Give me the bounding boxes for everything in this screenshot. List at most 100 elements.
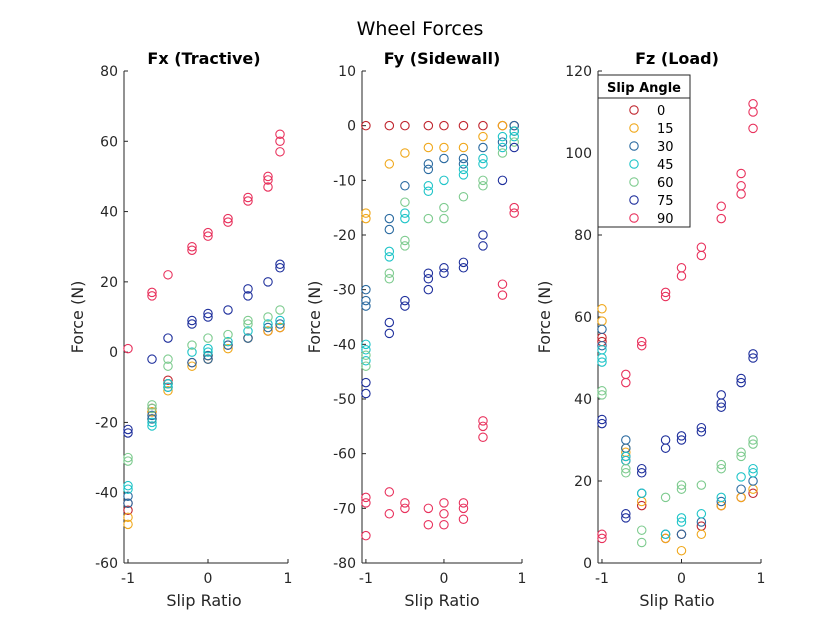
fx-point-15	[187, 361, 197, 371]
fx-point-60	[123, 456, 133, 466]
fz-point-45	[748, 463, 758, 474]
fx-point-75	[263, 277, 273, 287]
fy-point-90	[423, 503, 434, 514]
fx-point-60	[203, 333, 213, 343]
fy-point-75	[423, 284, 434, 295]
fy-point-45	[439, 175, 449, 186]
fz-point-30	[597, 340, 607, 351]
fy-point-15	[361, 208, 371, 218]
fy-point-0	[439, 120, 449, 131]
fz-point-75	[676, 431, 687, 441]
fy-point-45	[509, 131, 519, 142]
fy-x-tick-label: -1	[359, 571, 373, 587]
fz-y-tick-label: 20	[574, 474, 592, 490]
fy-series-0	[361, 120, 519, 131]
fy-point-60	[400, 235, 410, 246]
fx-point-60	[243, 315, 253, 326]
fx-point-45	[263, 319, 273, 329]
fx-point-15	[147, 407, 157, 417]
fx-point-90	[163, 270, 173, 280]
fz-point-15	[676, 545, 687, 556]
fy-point-30	[497, 137, 508, 147]
fz-point-60	[696, 480, 707, 490]
fz-point-15	[696, 529, 707, 540]
fz-point-90	[696, 242, 707, 253]
fz-point-60	[716, 463, 726, 474]
fz-point-45	[597, 353, 607, 363]
fx-point-45	[275, 315, 285, 326]
fz-point-90	[621, 377, 631, 388]
fy-point-15	[400, 148, 410, 158]
fx-point-30	[187, 357, 197, 368]
fy-point-90	[384, 509, 395, 519]
fy-series-45	[361, 126, 519, 366]
fy-point-45	[400, 213, 410, 224]
fx-panel-title: Fx (Tractive)	[147, 49, 260, 68]
fz-point-60	[597, 386, 607, 396]
fz-point-90	[660, 291, 671, 302]
legend-label-30: 30	[657, 140, 674, 155]
fy-point-0	[423, 120, 434, 131]
fx-point-75	[275, 259, 285, 270]
fy-point-75	[478, 241, 488, 251]
fy-point-90	[509, 202, 519, 213]
fy-x-tick-label: 0	[439, 571, 448, 587]
fz-point-0	[748, 488, 758, 499]
fz-point-60	[748, 439, 758, 449]
fy-point-75	[400, 295, 410, 306]
fz-point-45	[676, 513, 687, 523]
fy-point-60	[497, 148, 508, 158]
fz-point-90	[716, 213, 726, 224]
fy-point-30	[361, 301, 371, 311]
fy-point-0	[478, 120, 488, 131]
fx-y-tick-label: 20	[100, 275, 118, 291]
fy-point-15	[361, 213, 371, 224]
fx-x-tick-label: 0	[204, 571, 213, 587]
fy-point-45	[497, 142, 508, 153]
fz-point-90	[748, 107, 758, 117]
fy-point-60	[400, 197, 410, 207]
legend-box	[597, 74, 691, 228]
fy-point-45	[384, 252, 395, 262]
fy-point-90	[439, 509, 449, 519]
fz-series-45	[597, 345, 758, 540]
fx-point-75	[203, 308, 213, 319]
fy-panel-title: Fy (Sidewall)	[384, 49, 501, 68]
fy-series-60	[361, 137, 519, 371]
fz-point-75	[676, 435, 687, 445]
fy-point-30	[423, 159, 434, 169]
fz-point-90	[676, 263, 687, 273]
fy-point-90	[361, 498, 371, 508]
fx-point-30	[223, 340, 233, 350]
fy-point-30	[509, 120, 519, 131]
fx-point-30	[203, 350, 213, 361]
fx-point-90	[187, 241, 197, 252]
fz-point-45	[660, 529, 671, 540]
fy-point-60	[361, 361, 371, 371]
fy-point-0	[384, 120, 395, 131]
fx-point-75	[123, 428, 133, 438]
fy-point-90	[458, 514, 469, 525]
fx-point-90	[263, 182, 273, 192]
fx-point-90	[203, 227, 213, 238]
fx-series-75	[123, 259, 285, 438]
fy-point-90	[509, 208, 519, 218]
fx-point-75	[187, 315, 197, 326]
fx-point-90	[187, 245, 197, 255]
fy-point-0	[400, 120, 410, 131]
fz-point-45	[736, 472, 746, 482]
fz-point-30	[597, 324, 607, 335]
fy-point-15	[497, 120, 508, 131]
fx-point-75	[243, 291, 253, 301]
fz-y-tick-label: 60	[574, 310, 592, 326]
fz-point-45	[597, 357, 607, 367]
fy-point-30	[361, 295, 371, 306]
fy-point-90	[478, 416, 488, 426]
fx-point-75	[147, 354, 157, 364]
fy-point-60	[509, 137, 519, 147]
fx-y-tick-label: 0	[109, 345, 118, 361]
fy-point-45	[423, 186, 434, 197]
fy-point-60	[478, 181, 488, 191]
fx-series-90	[123, 129, 285, 354]
fz-point-75	[696, 427, 707, 437]
